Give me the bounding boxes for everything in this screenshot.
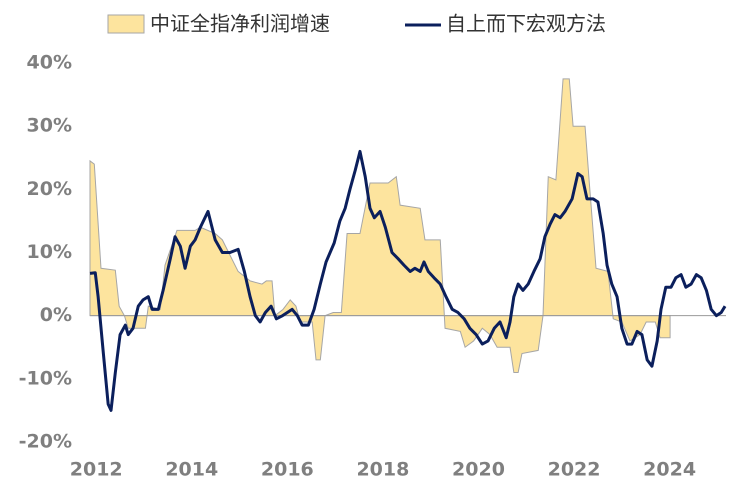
y-tick-label: -20% [19,430,72,452]
x-tick-label: 2018 [356,459,409,481]
y-tick-label: 40% [27,52,72,74]
x-tick-label: 2016 [261,459,314,481]
x-tick-label: 2012 [70,459,123,481]
y-tick-label: -10% [19,367,72,389]
x-tick-label: 2024 [643,459,696,481]
x-tick-label: 2022 [548,459,601,481]
x-tick-label: 2014 [165,459,218,481]
legend-label: 自上而下宏观方法 [446,12,606,36]
line [89,149,727,412]
y-tick-label: 10% [27,241,72,263]
area [89,78,671,373]
y-tick-label: 0% [40,304,72,326]
y-tick-label: 30% [27,115,72,137]
x-tick-label: 2020 [452,459,505,481]
legend-swatch [107,14,145,34]
y-tick-label: 20% [27,178,72,200]
legend-label: 中证全指净利润增速 [150,12,330,36]
